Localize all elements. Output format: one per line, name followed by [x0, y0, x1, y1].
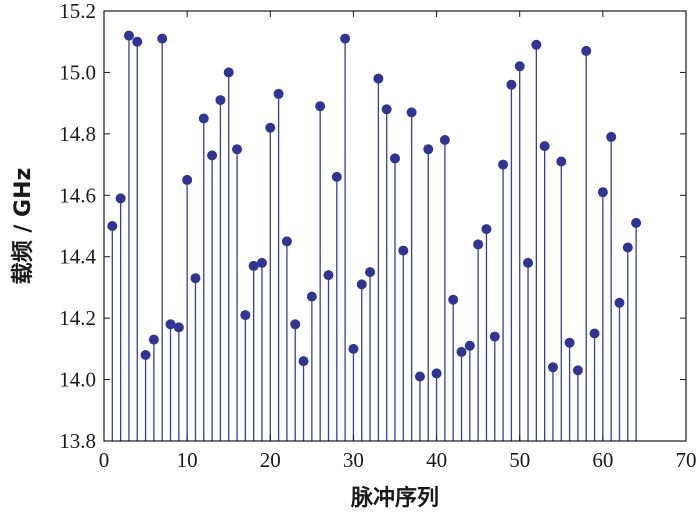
- stem-marker: [448, 294, 459, 305]
- stem-marker: [581, 45, 592, 56]
- x-tick-label: 50: [509, 448, 530, 472]
- stem-marker: [215, 95, 226, 106]
- stem-marker: [207, 150, 218, 161]
- stem-marker: [564, 337, 575, 348]
- stem-marker: [373, 73, 384, 84]
- stem-marker: [190, 273, 201, 284]
- stem-marker: [182, 174, 193, 185]
- stem-marker: [240, 310, 251, 321]
- x-tick-label: 60: [592, 448, 613, 472]
- stem-marker: [464, 340, 475, 351]
- stem-marker: [456, 346, 467, 357]
- stem-marker: [148, 334, 159, 345]
- stem-marker: [381, 104, 392, 115]
- stem-marker: [340, 33, 351, 44]
- y-tick-label: 14.6: [59, 183, 96, 207]
- stem-marker: [489, 331, 500, 342]
- x-tick-label: 40: [426, 448, 447, 472]
- axis-ticks: 0 10 20 30 40 50 60 70 13.8 14.0 14.2 14.4 14.6 14.8 1…: [59, 0, 696, 472]
- stem-marker: [256, 257, 267, 268]
- stem-marker: [107, 221, 118, 231]
- stem-marker: [481, 224, 492, 235]
- stem-marker: [315, 101, 326, 112]
- stem-marker: [498, 159, 509, 170]
- stem-marker: [556, 156, 567, 167]
- stem-marker: [323, 270, 334, 281]
- stem-marker: [431, 368, 442, 379]
- stem-marker: [572, 365, 583, 376]
- stem-marker: [290, 319, 301, 330]
- stem-marker: [631, 217, 642, 228]
- stem-marker: [506, 79, 517, 90]
- stem-marker: [539, 141, 550, 152]
- stem-marker: [589, 328, 600, 339]
- stem-marker: [165, 319, 176, 330]
- stem-marker: [173, 322, 184, 333]
- stem-marker: [622, 242, 633, 253]
- stem-marker: [140, 350, 151, 360]
- stem-marker: [281, 236, 292, 247]
- y-tick-label: 14.2: [59, 306, 96, 330]
- stem-marker: [223, 67, 234, 78]
- stem-marker: [198, 113, 209, 124]
- stem-marker: [439, 135, 450, 145]
- stem-marker: [547, 362, 558, 373]
- stem-marker: [614, 297, 625, 308]
- stem-marker: [123, 30, 134, 41]
- stem-marker: [606, 131, 617, 142]
- x-tick-label: 30: [343, 448, 364, 472]
- stem-marker: [356, 279, 367, 290]
- y-tick-label: 15.0: [59, 60, 96, 84]
- stem-marker: [365, 267, 376, 278]
- stem-series: [107, 30, 642, 441]
- stem-marker: [597, 187, 608, 198]
- stem-marker: [473, 239, 484, 250]
- y-tick-label: 14.4: [59, 245, 96, 269]
- stem-marker: [414, 371, 425, 382]
- stem-marker: [531, 39, 542, 50]
- y-axis-title: 载频 / GHz: [10, 168, 36, 285]
- x-tick-label: 20: [260, 448, 281, 472]
- stem-marker: [273, 88, 284, 99]
- y-tick-label: 14.0: [59, 368, 96, 392]
- stem-marker: [306, 291, 317, 302]
- stem-marker: [265, 122, 276, 133]
- y-tick-label: 15.2: [59, 0, 96, 23]
- x-tick-label: 70: [676, 448, 697, 472]
- x-tick-label: 0: [99, 448, 110, 472]
- stem-marker: [115, 193, 126, 204]
- x-tick-label: 10: [177, 448, 198, 472]
- y-tick-label: 13.8: [59, 429, 96, 453]
- y-tick-label: 14.8: [59, 122, 96, 146]
- stem-marker: [398, 245, 409, 256]
- stem-marker: [406, 107, 417, 118]
- stem-marker: [423, 144, 434, 155]
- stem-marker: [298, 356, 309, 367]
- stem-marker: [248, 260, 259, 271]
- stem-marker: [132, 36, 143, 47]
- stem-marker: [331, 171, 342, 182]
- x-axis-title: 脉冲序列: [350, 485, 439, 511]
- stem-marker: [232, 144, 243, 155]
- stem-marker: [514, 61, 525, 72]
- stem-marker: [390, 153, 400, 164]
- plot-frame: [103, 10, 687, 442]
- stem-marker: [157, 33, 168, 44]
- stem-marker: [348, 343, 359, 354]
- stem-marker: [523, 257, 534, 268]
